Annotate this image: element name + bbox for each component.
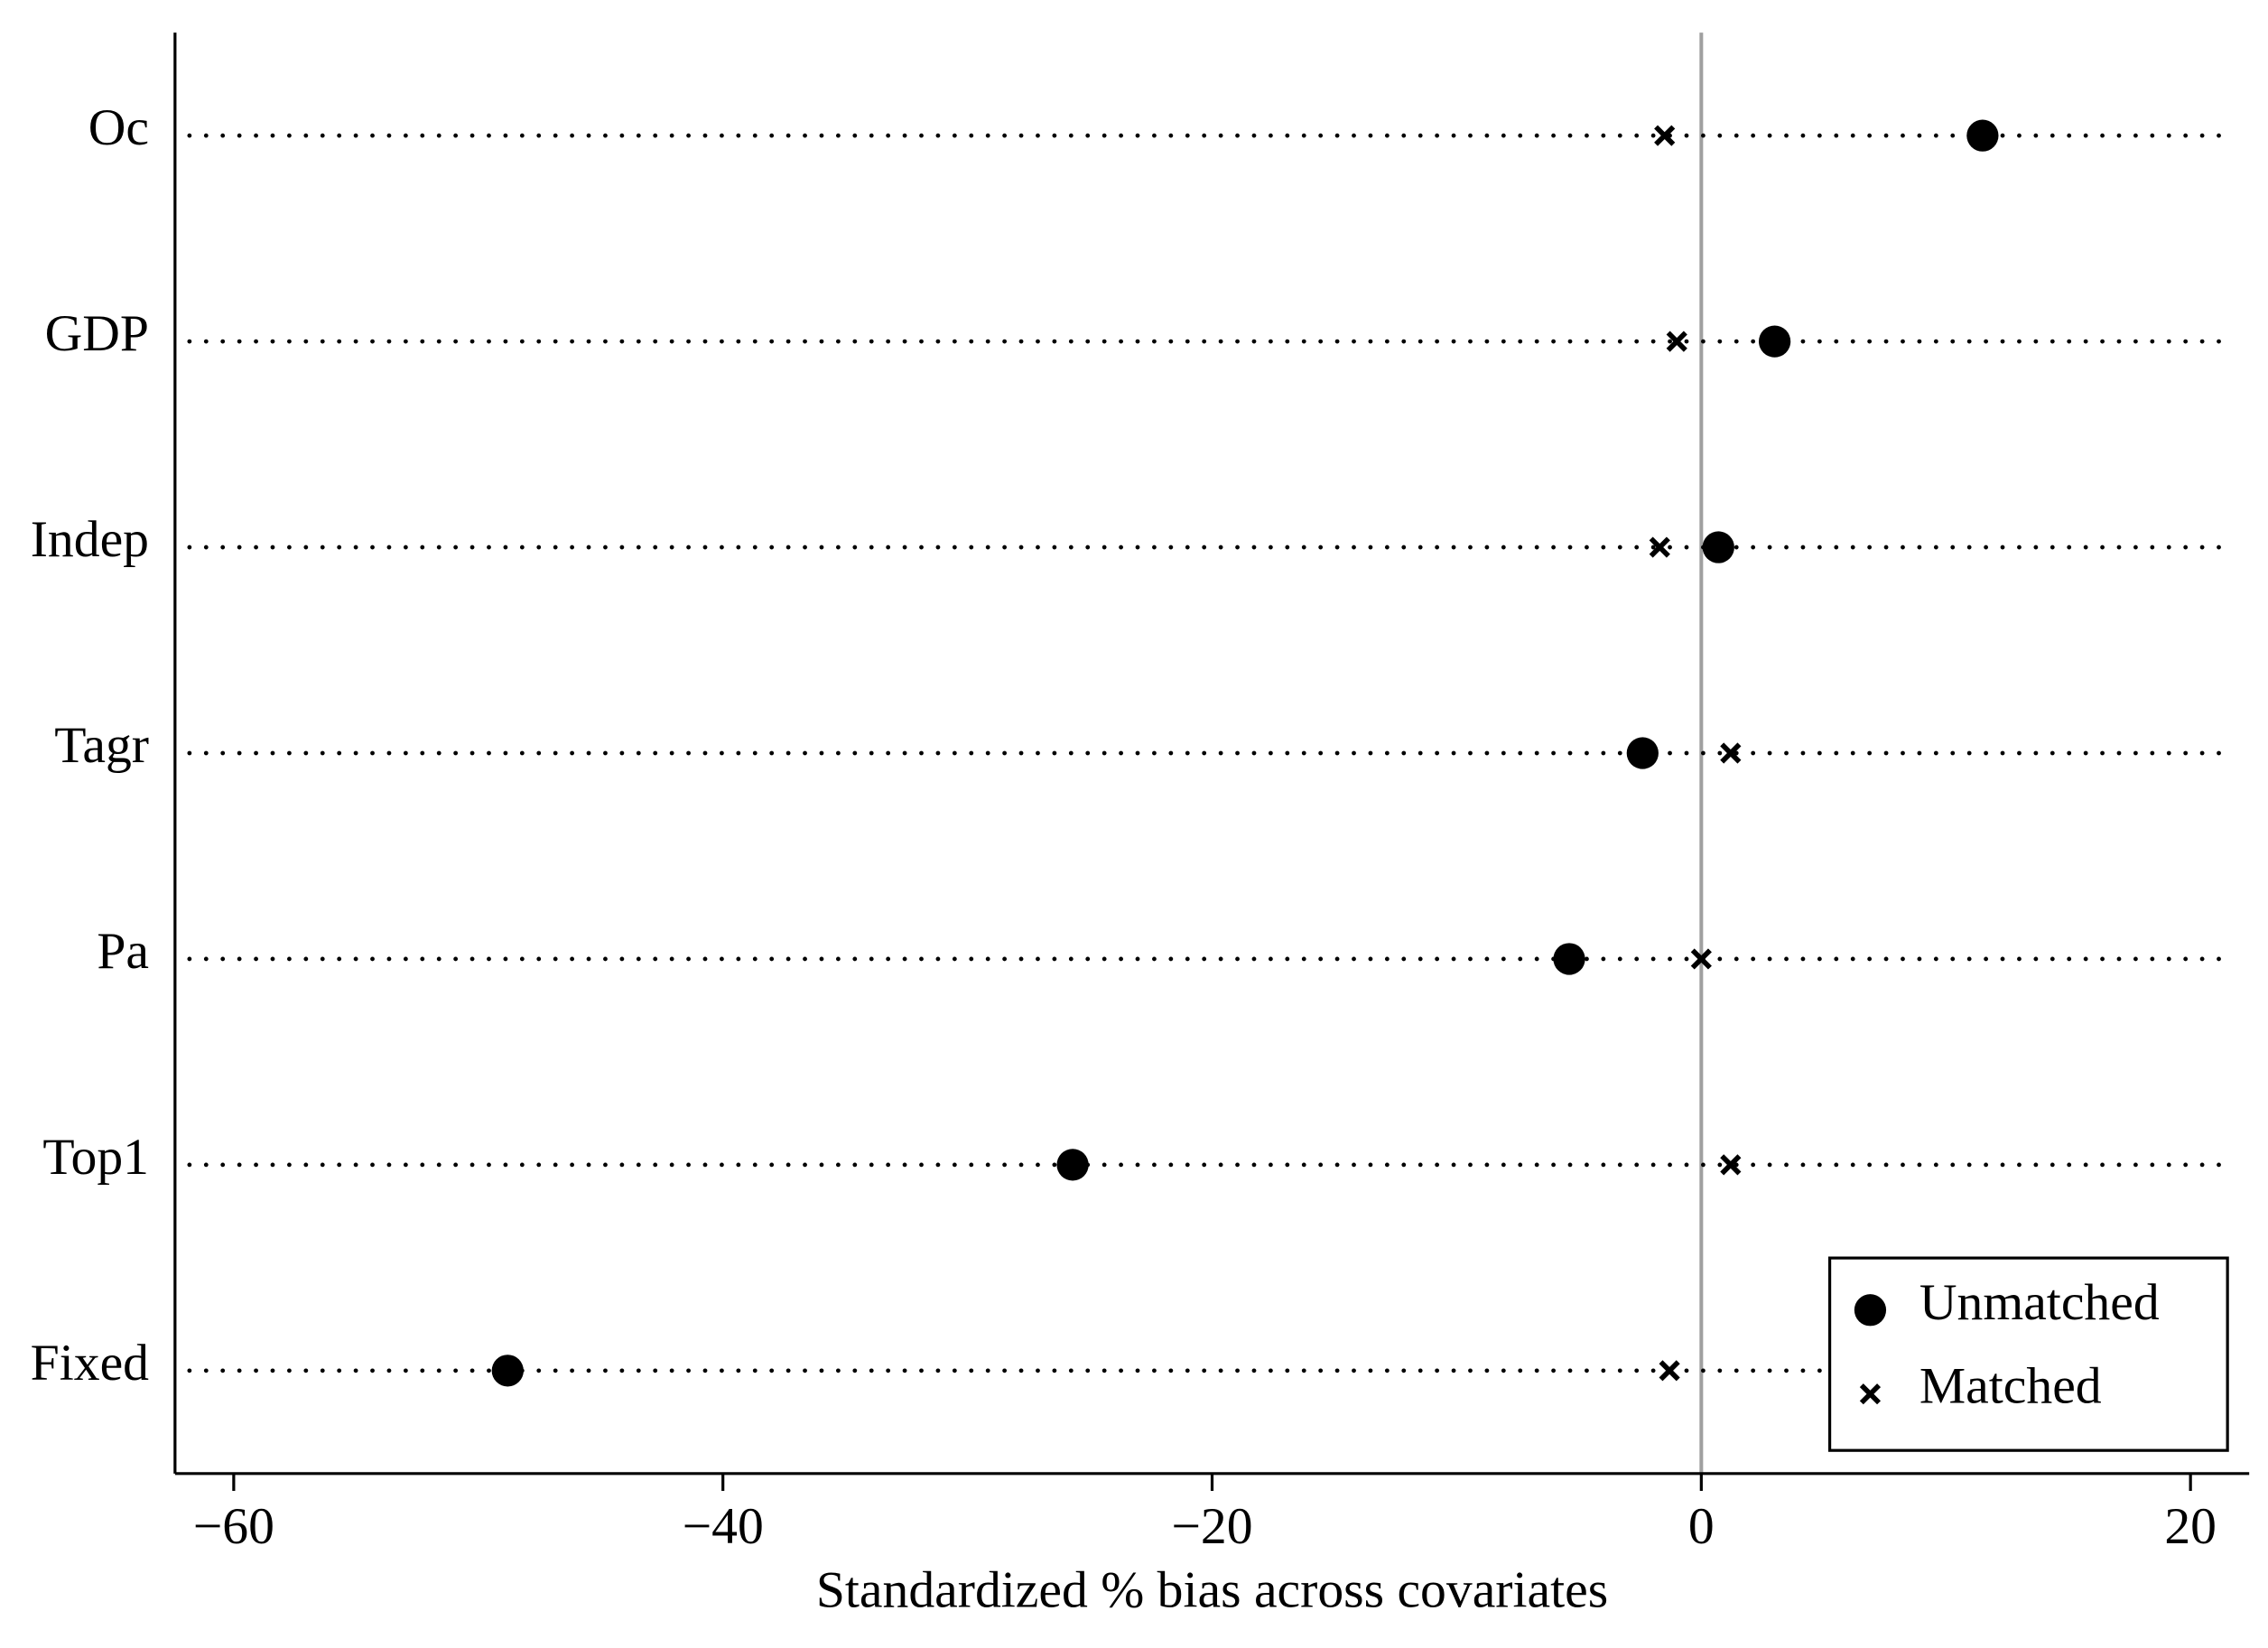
x-axis-label: Standardized % bias across covariates bbox=[816, 1562, 1608, 1619]
legend-box bbox=[1827, 1256, 2229, 1452]
dot bbox=[1758, 325, 1791, 358]
cross-marker bbox=[1654, 125, 1676, 146]
cross-marker bbox=[1659, 1360, 1680, 1382]
cross-marker bbox=[1649, 536, 1670, 558]
cross-marker bbox=[1720, 742, 1742, 764]
x-tick-label: −60 bbox=[193, 1498, 274, 1555]
x-tick-label: 20 bbox=[2164, 1498, 2217, 1555]
x-tick-label: −40 bbox=[683, 1498, 764, 1555]
dot bbox=[1702, 531, 1734, 563]
y-tick-label: Fixed bbox=[31, 1335, 150, 1392]
y-tick-label: Tagr bbox=[54, 717, 149, 774]
legend-marker bbox=[1859, 1383, 1882, 1405]
dot bbox=[1056, 1149, 1089, 1181]
dot bbox=[491, 1355, 524, 1387]
legend-marker bbox=[1854, 1294, 1887, 1327]
dot bbox=[1966, 119, 1999, 152]
dot bbox=[1553, 943, 1585, 975]
cross-marker bbox=[1690, 948, 1712, 970]
legend-label: Unmatched bbox=[1919, 1274, 2160, 1331]
y-tick-label: Top1 bbox=[42, 1129, 149, 1186]
y-tick-label: GDP bbox=[45, 305, 149, 362]
dot bbox=[1626, 737, 1659, 769]
cross-marker bbox=[1666, 331, 1687, 352]
legend-label: Matched bbox=[1919, 1358, 2102, 1415]
cross-marker bbox=[1720, 1154, 1742, 1176]
y-tick-label: Oc bbox=[88, 99, 149, 156]
x-tick-label: −20 bbox=[1171, 1498, 1252, 1555]
y-tick-label: Indep bbox=[31, 511, 149, 568]
x-tick-label: 0 bbox=[1688, 1498, 1715, 1555]
y-tick-label: Pa bbox=[97, 923, 149, 980]
